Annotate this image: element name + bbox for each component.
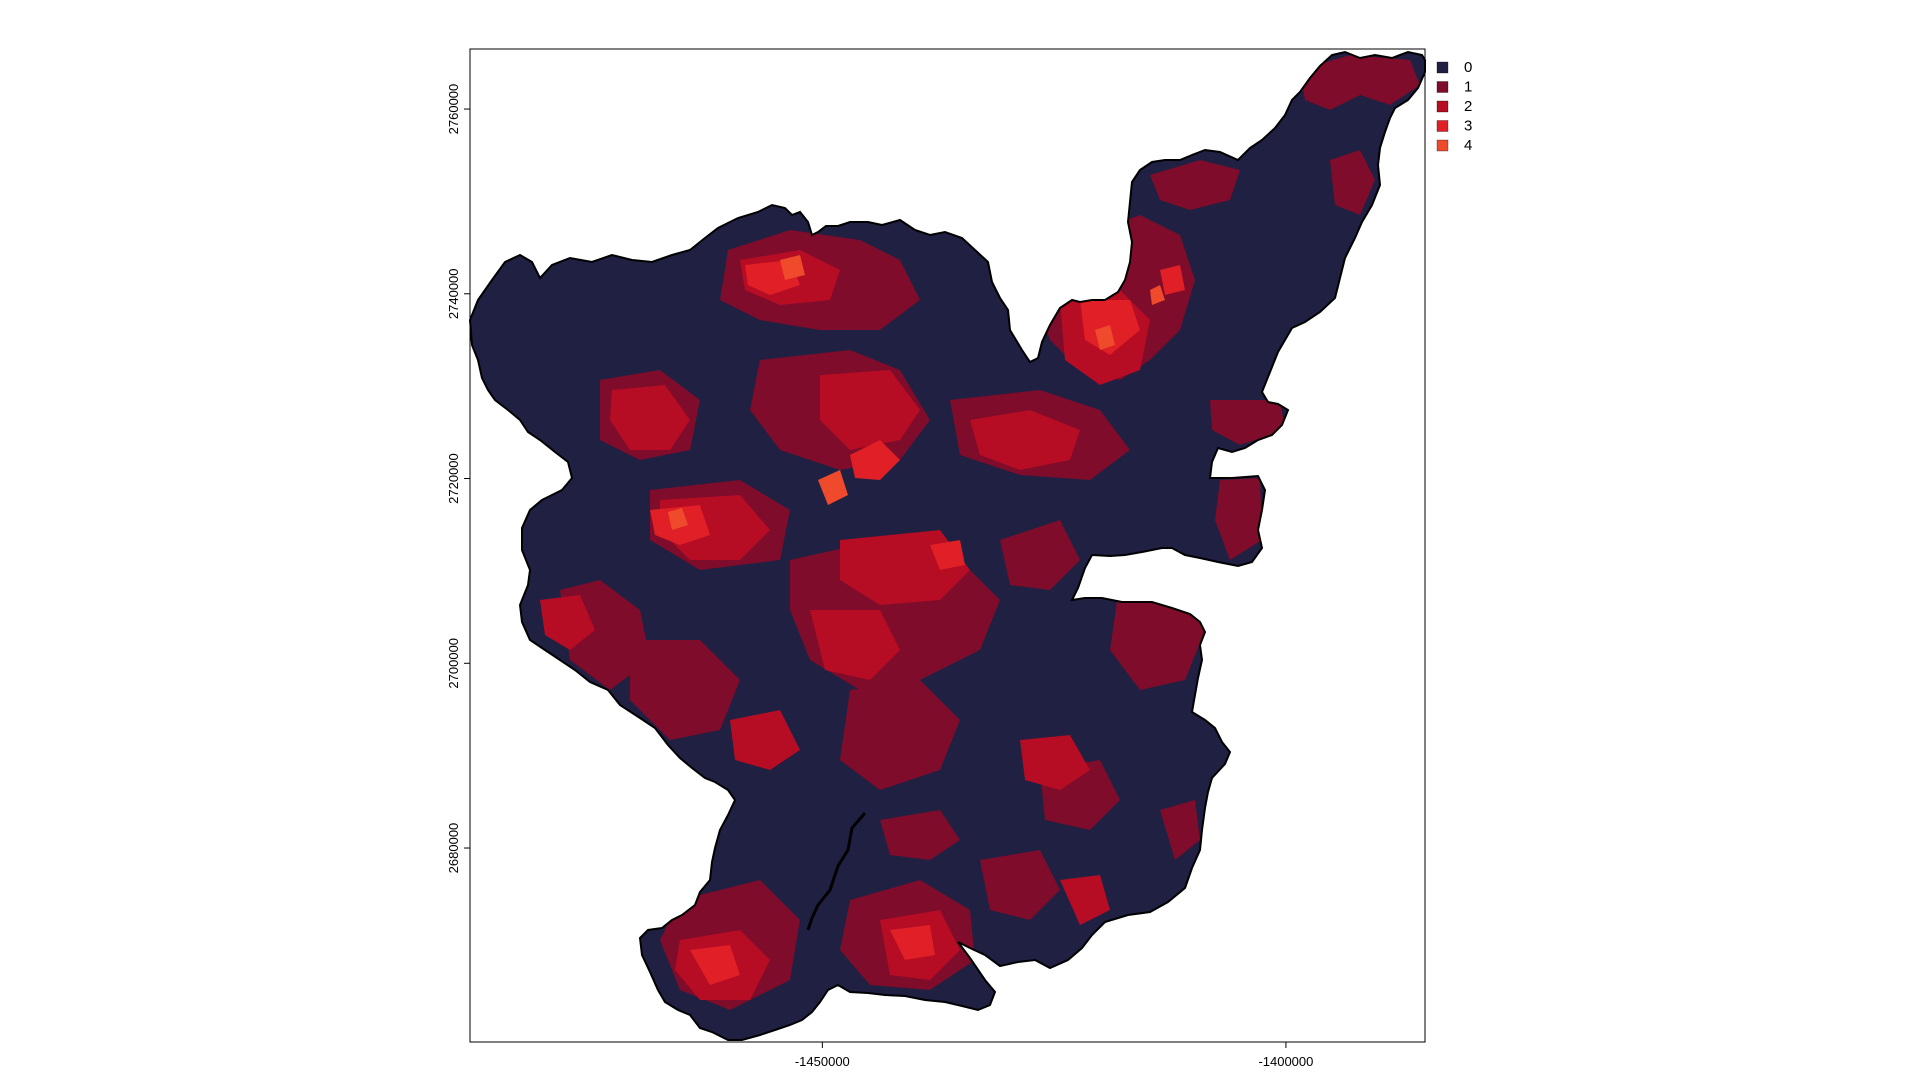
legend-swatch — [1436, 139, 1449, 152]
y-tick-label: 2720000 — [446, 453, 461, 504]
class-4-patch — [780, 255, 805, 280]
class-1-patch — [880, 810, 960, 860]
class-4-patch — [1150, 285, 1165, 305]
class-2-patch — [1060, 875, 1110, 925]
class-2-patch — [610, 385, 690, 450]
class-1-patch — [1210, 400, 1285, 445]
y-tick-label: 2740000 — [446, 268, 461, 319]
legend-swatch — [1436, 100, 1449, 113]
x-axis: -1450000 -1400000 — [795, 1042, 1313, 1069]
class-3-patch — [930, 540, 965, 570]
region-outline — [468, 50, 1426, 1041]
legend-swatch — [1436, 61, 1449, 74]
class-2-patch — [970, 410, 1080, 470]
legend-label: 2 — [1464, 98, 1472, 115]
y-tick-label: 2760000 — [446, 84, 461, 135]
class-1-patch — [840, 680, 960, 790]
y-tick-label: 2680000 — [446, 823, 461, 874]
legend: 0 1 2 3 4 — [1436, 59, 1472, 154]
legend-swatch — [1436, 81, 1449, 93]
class-1-patch — [1160, 800, 1200, 860]
class-1-patch — [1300, 55, 1420, 110]
class-2-patch — [810, 610, 900, 680]
class-2-patch — [730, 710, 800, 770]
class-1-patch — [980, 850, 1060, 920]
x-tick-label: -1450000 — [795, 1054, 850, 1069]
legend-swatch — [1436, 120, 1449, 132]
legend-label: 3 — [1464, 118, 1472, 135]
class-4-patch — [668, 508, 688, 530]
legend-label: 0 — [1464, 59, 1472, 76]
class-2-patch — [820, 370, 920, 450]
class-1-patch — [1330, 150, 1375, 215]
class-4-patch — [1095, 325, 1115, 350]
class-1-patch — [630, 640, 740, 740]
class-2-patch — [540, 595, 595, 650]
class-2-patch — [1020, 735, 1090, 790]
legend-label: 1 — [1464, 79, 1472, 96]
class-3-patch — [1160, 265, 1185, 295]
class-3-patch — [850, 440, 900, 480]
legend-label: 4 — [1464, 137, 1472, 154]
class-1-patch — [1150, 160, 1240, 210]
class-3-patch — [890, 925, 935, 960]
y-tick-label: 2700000 — [446, 638, 461, 689]
y-axis: 2680000 2700000 2720000 2740000 2760000 — [446, 84, 470, 874]
internal-boundary-line — [806, 812, 867, 931]
class-1-patch — [1000, 520, 1080, 590]
class-3-patch — [690, 945, 740, 985]
class-1-patch — [1215, 478, 1262, 560]
x-tick-label: -1400000 — [1258, 1054, 1313, 1069]
class-4-patch — [818, 470, 848, 505]
